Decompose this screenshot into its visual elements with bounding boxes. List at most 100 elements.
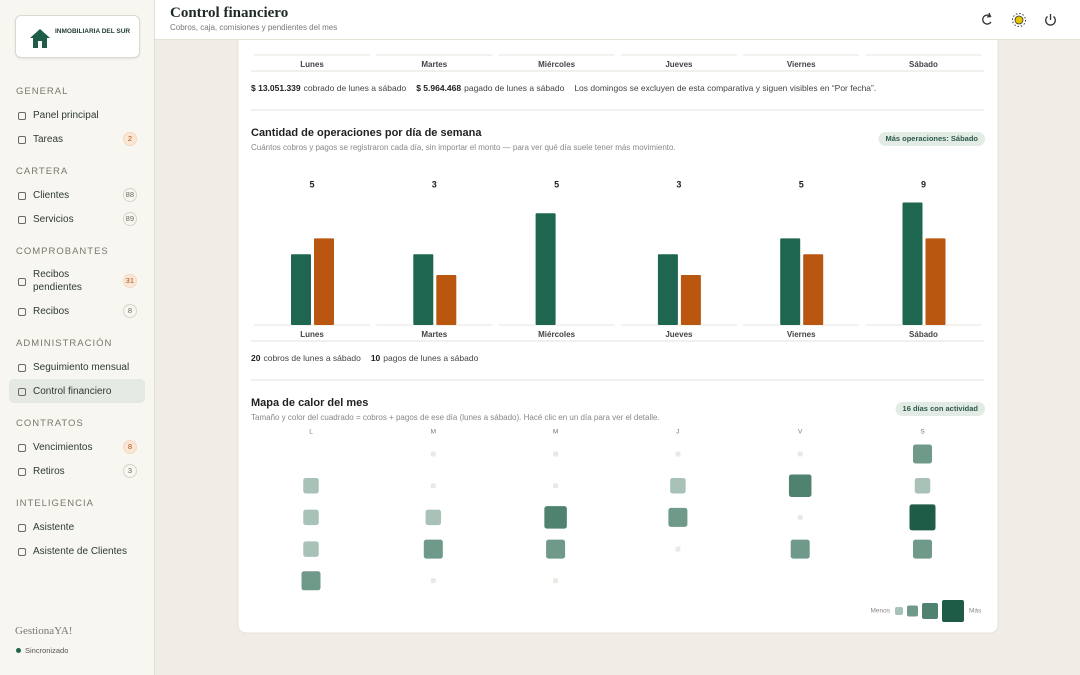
bar — [291, 254, 311, 325]
nav-item[interactable]: Tareas 2 — [9, 127, 145, 151]
toolbar-icons — [982, 12, 1056, 27]
heat-cell[interactable] — [425, 509, 442, 526]
nav-label: Asistente — [33, 521, 75, 533]
heat-cell[interactable] — [913, 539, 932, 559]
heat-cell[interactable] — [790, 539, 810, 559]
nav-section-title: INTELIGENCIA — [16, 498, 94, 509]
x-tick-label: Miércoles — [538, 60, 575, 69]
section-title: Mapa de calor del mes — [251, 397, 368, 409]
nav-item[interactable]: Vencimientos 8 — [9, 435, 145, 459]
nav-icon — [18, 444, 26, 452]
summary-text: pagos de lunes a sábado — [383, 353, 478, 363]
refresh-button[interactable] — [982, 12, 992, 25]
nav-label: Panel principal — [33, 109, 99, 121]
nav-label: Vencimientos — [33, 441, 93, 453]
bar — [680, 275, 701, 325]
legend-swatch — [907, 605, 918, 617]
x-tick-label: Miércoles — [538, 330, 575, 339]
heat-cell[interactable] — [668, 507, 688, 527]
bar — [902, 202, 923, 325]
legend-swatch — [942, 600, 964, 622]
nav-label: Asistente de Clientes — [33, 545, 127, 557]
heat-cell-empty — [797, 451, 803, 457]
nav: GENERAL Panel principal Tareas 2 CARTERA Clie… — [0, 71, 154, 563]
heat-cell[interactable] — [303, 477, 319, 494]
column-label: J — [676, 429, 679, 436]
nav-section-title: CARTERA — [16, 166, 69, 177]
card — [237, 0, 999, 634]
nav-item[interactable]: Servicios 89 — [9, 207, 145, 231]
total-label: 5 — [554, 179, 559, 189]
heat-cell[interactable] — [670, 477, 686, 494]
nav-section-title: ADMINISTRACIÓN — [16, 338, 113, 349]
nav-item[interactable]: Clientes 88 — [9, 183, 145, 207]
x-tick-label: Lunes — [300, 60, 324, 69]
nav-item[interactable]: Retiros 3 — [9, 459, 145, 483]
heat-cell[interactable] — [914, 477, 931, 494]
sync-status: Sincronizado — [25, 646, 69, 655]
page-subtitle: Cobros, caja, comisiones y pendientes de… — [170, 23, 338, 32]
heat-cell[interactable] — [788, 474, 812, 497]
nav-icon — [18, 278, 26, 286]
nav-item[interactable]: Asistente de Clientes — [9, 539, 145, 563]
badge-text: 16 días con actividad — [903, 404, 979, 413]
bar — [925, 238, 946, 325]
total-label: 5 — [309, 179, 314, 189]
legend-swatch — [922, 603, 938, 619]
column-label: V — [798, 429, 803, 436]
heat-cell[interactable] — [909, 504, 936, 531]
nav-icon — [18, 388, 26, 396]
heat-cell-empty — [675, 546, 681, 552]
summary-text: cobrado de lunes a sábado — [304, 83, 407, 93]
section-subtitle: Tamaño y color del cuadrado = cobros + p… — [251, 413, 660, 422]
bar — [780, 238, 801, 325]
heat-cell[interactable] — [301, 571, 321, 591]
total-label: 5 — [799, 179, 804, 189]
total-label: 3 — [676, 179, 681, 189]
total-label: 3 — [432, 179, 437, 189]
nav-label: Recibos — [33, 305, 70, 317]
nav-icon — [18, 216, 26, 224]
brand-name: INMOBILIARIA DEL SUR — [55, 28, 131, 35]
nav-icon — [18, 136, 26, 144]
heat-cell[interactable] — [423, 539, 443, 559]
heat-cell[interactable] — [544, 506, 567, 529]
heat-cell[interactable] — [546, 539, 566, 559]
badge — [895, 402, 985, 416]
heat-cell[interactable] — [913, 444, 932, 464]
summary-value: $ 5.964.468 — [416, 83, 461, 93]
nav-icon — [18, 112, 26, 120]
x-tick-label: Martes — [421, 330, 447, 339]
heat-cell[interactable] — [303, 541, 319, 557]
page-title: Control financiero — [170, 5, 289, 21]
nav-label: Seguimiento mensual — [33, 361, 130, 373]
nav-badge: 8 — [123, 304, 137, 318]
nav-badge: 88 — [122, 188, 137, 202]
x-tick-label: Martes — [421, 60, 447, 69]
brand-logo[interactable]: INMOBILIARIA DEL SUR — [15, 15, 140, 58]
summary: 20 cobros de lunes a sábado 10 pagos de lun… — [251, 353, 479, 363]
heat-cell-empty — [553, 483, 559, 489]
nav-section-title: CONTRATOS — [16, 418, 84, 429]
nav-badge: 2 — [123, 132, 137, 146]
x-tick-label: Jueves — [665, 60, 693, 69]
column-label: L — [309, 429, 313, 436]
column-label: M — [553, 429, 558, 436]
legend-high: Más — [969, 608, 982, 615]
nav-label: Tareas — [33, 133, 64, 145]
nav-item[interactable]: Panel principal — [9, 103, 145, 127]
nav-item[interactable]: Asistente — [9, 515, 145, 539]
theme-button[interactable] — [1012, 13, 1026, 27]
nav-icon — [18, 308, 26, 316]
nav-item[interactable]: Recibos pendientes 31 — [9, 263, 145, 299]
nav-item[interactable]: Recibos 8 — [9, 299, 145, 323]
heat-cell-empty — [430, 451, 436, 457]
heat-cell[interactable] — [303, 509, 319, 526]
nav-item[interactable]: Control financiero — [9, 379, 145, 403]
total-label: 9 — [921, 179, 926, 189]
logout-button[interactable] — [1045, 14, 1056, 26]
nav-item[interactable]: Seguimiento mensual — [9, 355, 145, 379]
summary-text: pagado de lunes a sábado — [464, 83, 564, 93]
bar — [535, 213, 556, 325]
